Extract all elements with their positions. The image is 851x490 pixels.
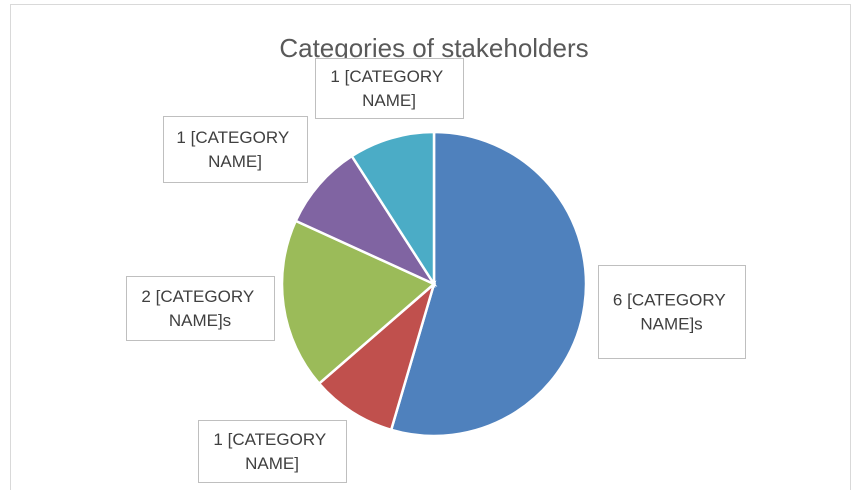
pie-slice — [389, 130, 588, 438]
pie-slice — [350, 130, 436, 289]
data-label: 1 [CATEGORY NAME] — [213, 430, 330, 473]
data-label: 6 [CATEGORY NAME]s — [613, 291, 730, 334]
data-label: 1 [CATEGORY NAME] — [330, 67, 447, 110]
data-label: 1 [CATEGORY NAME] — [176, 128, 293, 171]
label-box — [598, 265, 746, 359]
label-box — [163, 116, 308, 183]
labels: 6 [CATEGORY NAME]s 1 [CATEGORY NAME] 2 [CA… — [126, 58, 746, 483]
chart-title: Categories of stakeholders — [279, 33, 588, 63]
pie-slice — [317, 280, 437, 432]
label-box — [315, 58, 464, 119]
pie — [280, 130, 588, 438]
label-box — [126, 276, 275, 341]
data-label: 2 [CATEGORY NAME]s — [141, 287, 258, 330]
label-box — [198, 420, 347, 483]
pie-slice — [280, 219, 437, 386]
pie-slice — [294, 154, 438, 287]
